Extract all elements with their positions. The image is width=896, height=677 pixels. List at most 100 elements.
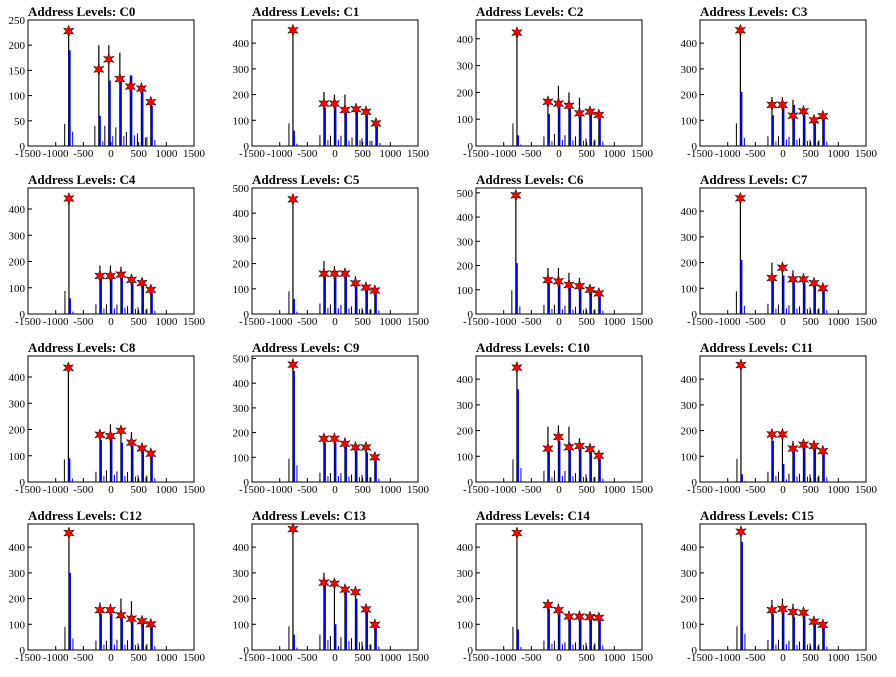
star-marker (287, 192, 299, 207)
star-marker (816, 281, 829, 296)
x-tick-label: -500 (745, 148, 766, 160)
y-tick-label: 400 (457, 542, 474, 554)
y-tick-label: 0 (468, 141, 474, 153)
plot-title: Address Levels: C11 (700, 340, 813, 355)
star-marker (360, 105, 372, 119)
x-tick-label: -1000 (267, 148, 293, 160)
y-tick-label: 300 (457, 61, 474, 73)
x-tick-label: -1000 (715, 484, 741, 496)
star-marker (339, 103, 351, 117)
x-tick-label: -1500 (687, 316, 713, 328)
subplot: Address Levels: C8 0 100 200 300 400 -1500 -100… (9, 340, 206, 496)
star-marker (349, 276, 362, 291)
x-tick-label: -1500 (687, 652, 713, 664)
x-tick-label: 1000 (827, 652, 850, 664)
star-marker (808, 614, 820, 629)
plot-title: Address Levels: C4 (28, 172, 136, 187)
x-tick-label: 0 (556, 652, 562, 664)
x-tick-label: 0 (332, 148, 338, 160)
star-marker (563, 99, 575, 113)
plot-title: Address Levels: C12 (28, 508, 142, 523)
star-marker (94, 269, 106, 283)
x-tick-label: 500 (354, 484, 371, 496)
star-marker (102, 52, 115, 67)
x-tick-label: 1500 (183, 148, 206, 160)
star-marker (368, 618, 381, 632)
star-marker (735, 524, 747, 539)
y-tick-label: 300 (9, 230, 26, 242)
star-marker (776, 602, 789, 616)
x-tick-label: 1500 (407, 316, 430, 328)
star-marker (94, 427, 106, 442)
star-marker (125, 273, 138, 287)
x-tick-label: -500 (521, 316, 542, 328)
y-tick-label: 200 (9, 594, 26, 606)
star-marker (339, 582, 351, 597)
star-marker (766, 603, 778, 617)
x-tick-label: 0 (108, 148, 114, 160)
subplot: Address Levels: C50100200300400500-1500-… (233, 172, 430, 328)
star-marker (776, 98, 789, 112)
star-marker (92, 62, 105, 77)
star-marker (318, 266, 330, 281)
star-marker (115, 267, 127, 282)
y-tick-label: 500 (233, 353, 250, 365)
x-tick-label: -1000 (267, 316, 293, 328)
x-tick-label: -500 (745, 316, 766, 328)
star-marker (584, 442, 596, 456)
x-tick-label: -1000 (267, 652, 293, 664)
star-marker (104, 429, 117, 443)
y-tick-label: 400 (9, 204, 26, 216)
x-tick-label: -1500 (15, 148, 41, 160)
x-tick-label: -1000 (43, 148, 69, 160)
x-tick-label: -500 (297, 316, 318, 328)
star-marker (328, 96, 341, 111)
x-tick-label: 1000 (379, 148, 402, 160)
x-tick-label: 500 (130, 652, 147, 664)
y-tick-label: 0 (692, 141, 698, 153)
star-marker (115, 608, 127, 623)
x-tick-label: 1500 (407, 652, 430, 664)
star-marker (552, 96, 565, 111)
star-marker (787, 605, 799, 619)
x-tick-label: 1000 (827, 316, 850, 328)
plot-title: Address Levels: C3 (700, 4, 808, 19)
star-marker (735, 358, 747, 372)
y-tick-label: 0 (468, 477, 474, 489)
star-marker (787, 272, 799, 287)
subplot: Address Levels: C14 0 100 200 300 400 -1500 -10… (457, 508, 654, 664)
y-tick-label: 200 (9, 425, 26, 437)
star-marker (808, 276, 820, 290)
star-marker (808, 439, 820, 453)
x-tick-label: -500 (297, 652, 318, 664)
star-marker (104, 603, 117, 617)
star-marker (563, 609, 575, 624)
y-tick-label: 50 (14, 116, 26, 128)
x-tick-label: 0 (332, 652, 338, 664)
y-tick-label: 300 (681, 232, 698, 244)
star-marker (318, 431, 330, 446)
star-marker (766, 271, 778, 285)
y-tick-label: 0 (20, 141, 26, 153)
x-tick-label: -1500 (15, 316, 41, 328)
star-marker (144, 95, 157, 109)
y-tick-label: 300 (233, 64, 250, 76)
star-marker (62, 361, 75, 375)
y-tick-label: 200 (681, 594, 698, 606)
x-tick-label: 1000 (827, 484, 850, 496)
star-marker (776, 427, 789, 442)
star-marker (368, 450, 381, 465)
star-marker (797, 605, 810, 620)
y-tick-label: 300 (457, 568, 474, 580)
y-tick-label: 500 (233, 183, 250, 195)
x-tick-label: -1000 (43, 316, 69, 328)
y-tick-label: 100 (681, 283, 698, 295)
star-marker (734, 23, 747, 38)
y-tick-label: 100 (233, 619, 250, 631)
y-tick-label: 0 (692, 645, 698, 657)
plot-title: Address Levels: C0 (28, 4, 135, 19)
y-tick-label: 200 (9, 257, 26, 269)
subplot: Address Levels: C3 0 100 200 300 400 -1500 -100… (681, 4, 878, 160)
star-marker (328, 431, 341, 446)
star-marker (787, 108, 799, 123)
